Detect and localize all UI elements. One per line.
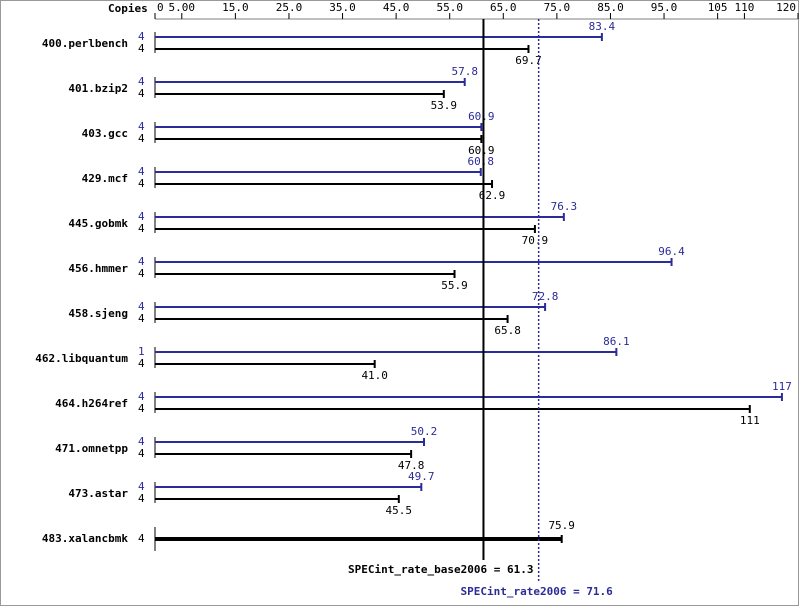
value-label: 53.9 [431, 99, 458, 112]
copies-label: 4 [138, 120, 145, 133]
x-tick-label: 45.0 [383, 1, 410, 14]
copies-label: 4 [138, 267, 145, 280]
copies-label: 4 [138, 165, 145, 178]
value-label: 57.8 [451, 65, 478, 78]
value-label: 65.8 [494, 324, 521, 337]
value-label: 60.9 [468, 110, 495, 123]
value-label: 72.8 [532, 290, 559, 303]
copies-label: 4 [138, 402, 145, 415]
value-label: 83.4 [589, 20, 616, 33]
copies-label: 4 [138, 75, 145, 88]
value-label: 62.9 [479, 189, 506, 202]
reference-label: SPECint_rate_base2006 = 61.3 [348, 563, 533, 576]
x-tick-label: 55.0 [436, 1, 463, 14]
copies-label: 4 [138, 312, 145, 325]
value-label: 75.9 [548, 519, 575, 532]
copies-label: 4 [138, 300, 145, 313]
value-label: 76.3 [551, 200, 578, 213]
x-tick-label: 120 [776, 1, 796, 14]
x-tick-label: 75.0 [544, 1, 571, 14]
benchmark-label: 456.hmmer [68, 262, 128, 275]
value-label: 45.5 [386, 504, 413, 517]
copies-header: Copies [108, 2, 148, 15]
value-label: 41.0 [361, 369, 388, 382]
copies-label: 4 [138, 435, 145, 448]
value-label: 86.1 [603, 335, 630, 348]
benchmark-label: 471.omnetpp [55, 442, 128, 455]
x-tick-label: 85.0 [597, 1, 624, 14]
value-label: 49.7 [408, 470, 435, 483]
value-label: 69.7 [515, 54, 542, 67]
copies-label: 4 [138, 255, 145, 268]
copies-label: 4 [138, 390, 145, 403]
x-tick-label: 35.0 [329, 1, 356, 14]
copies-label: 4 [138, 532, 145, 545]
value-label: 55.9 [441, 279, 468, 292]
benchmark-label: 473.astar [68, 487, 128, 500]
benchmark-label: 429.mcf [82, 172, 128, 185]
x-tick-label: 65.0 [490, 1, 517, 14]
value-label: 47.8 [398, 459, 425, 472]
copies-label: 4 [138, 357, 145, 370]
value-label: 96.4 [658, 245, 685, 258]
value-label: 50.2 [411, 425, 438, 438]
benchmark-label: 483.xalancbmk [42, 532, 128, 545]
value-label: 111 [740, 414, 760, 427]
copies-label: 4 [138, 480, 145, 493]
copies-label: 4 [138, 447, 145, 460]
copies-label: 1 [138, 345, 145, 358]
x-tick-label: 105 [708, 1, 728, 14]
benchmark-label: 400.perlbench [42, 37, 128, 50]
copies-label: 4 [138, 87, 145, 100]
copies-label: 4 [138, 30, 145, 43]
x-tick-label: 0 [157, 1, 164, 14]
value-label: 60.9 [468, 144, 495, 157]
copies-label: 4 [138, 492, 145, 505]
x-tick-label: 15.0 [222, 1, 249, 14]
value-label: 60.8 [468, 155, 495, 168]
benchmark-label: 464.h264ref [55, 397, 128, 410]
x-tick-label: 110 [734, 1, 754, 14]
x-tick-label: 5.00 [169, 1, 196, 14]
benchmark-label: 462.libquantum [35, 352, 128, 365]
reference-label: SPECint_rate2006 = 71.6 [460, 585, 613, 598]
benchmark-label: 458.sjeng [68, 307, 128, 320]
copies-label: 4 [138, 42, 145, 55]
copies-label: 4 [138, 210, 145, 223]
benchmark-label: 445.gobmk [68, 217, 128, 230]
x-tick-label: 25.0 [276, 1, 303, 14]
benchmark-label: 401.bzip2 [68, 82, 128, 95]
copies-label: 4 [138, 177, 145, 190]
copies-label: 4 [138, 132, 145, 145]
value-label: 117 [772, 380, 792, 393]
benchmark-label: 403.gcc [82, 127, 128, 140]
value-label: 70.9 [522, 234, 549, 247]
copies-label: 4 [138, 222, 145, 235]
x-tick-label: 95.0 [651, 1, 678, 14]
